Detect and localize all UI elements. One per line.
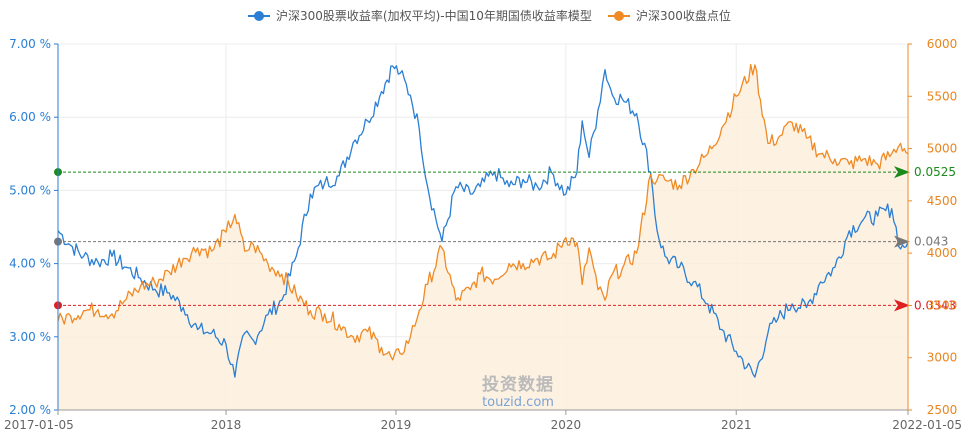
reference-lines: 0.0525 0.043 0.0343 — [54, 165, 956, 312]
legend-dot-icon — [254, 11, 264, 21]
x-tick-label: 2017-01-05 — [4, 418, 74, 432]
x-tick-label: 2022-01-05 — [892, 418, 962, 432]
y-right-tick-label: 4500 — [927, 194, 958, 208]
series-area-1 — [58, 64, 908, 410]
y-right-tick-label: 6000 — [927, 37, 958, 51]
y-left-tick-label: 6.00 % — [9, 110, 51, 124]
y-left-tick-label: 4.00 % — [9, 257, 51, 271]
series-line-1[interactable] — [57, 63, 909, 361]
x-tick-label: 2018 — [211, 418, 242, 432]
legend-item-0[interactable]: 沪深300股票收益率(加权平均)-中国10年期国债收益率模型 — [248, 8, 592, 23]
legend-dot-icon — [614, 11, 624, 21]
y-left-tick-label: 7.00 % — [9, 37, 51, 51]
y-right-tick-label: 3500 — [927, 298, 958, 312]
y-right-tick-label: 3000 — [927, 351, 958, 365]
reference-label: 0.0525 — [914, 165, 956, 179]
reference-arrow-icon — [894, 235, 910, 248]
y-left-tick-label: 5.00 % — [9, 183, 51, 197]
watermark-en: touzid.com — [482, 395, 554, 410]
area-layer — [58, 64, 908, 410]
legend-item-1[interactable]: 沪深300收盘点位 — [608, 8, 731, 23]
y-right-tick-label: 5000 — [927, 142, 958, 156]
y-right-tick-label: 4000 — [927, 246, 958, 260]
reference-label: 0.0343 — [914, 298, 956, 312]
x-tick-label: 2020 — [551, 418, 582, 432]
reference-label: 0.043 — [914, 235, 948, 249]
x-tick-label: 2019 — [381, 418, 412, 432]
x-tick-label: 2021 — [721, 418, 752, 432]
y-left-tick-label: 2.00 % — [9, 403, 51, 417]
line-layer — [57, 63, 909, 378]
legend-label: 沪深300收盘点位 — [636, 8, 731, 23]
series-line-0[interactable] — [57, 65, 909, 378]
reference-arrow-icon — [894, 166, 910, 179]
legend[interactable]: 沪深300股票收益率(加权平均)-中国10年期国债收益率模型 沪深300收盘点位 — [248, 8, 731, 23]
legend-label: 沪深300股票收益率(加权平均)-中国10年期国债收益率模型 — [276, 8, 592, 23]
y-right-tick-label: 5500 — [927, 89, 958, 103]
watermark-cn: 投资数据 — [482, 374, 554, 395]
y-right-tick-label: 2500 — [927, 403, 958, 417]
y-left-tick-label: 3.00 % — [9, 330, 51, 344]
reference-arrow-icon — [894, 299, 910, 312]
axes: 2.00 % 3.00 % 4.00 % 5.00 % 6.00 % 7.00 % 2500… — [4, 37, 962, 432]
